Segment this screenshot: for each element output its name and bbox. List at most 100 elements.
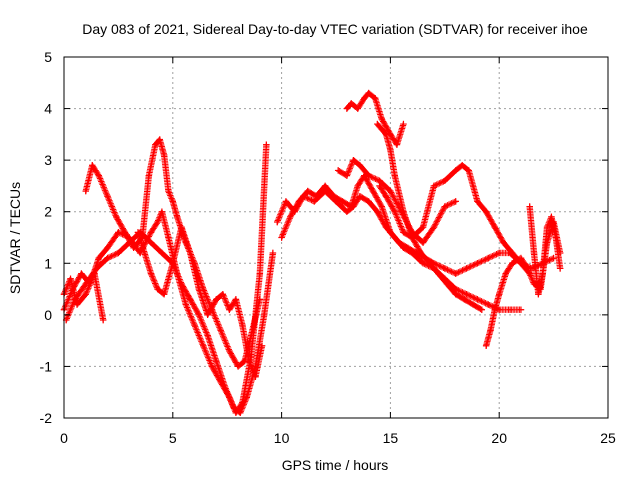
data-point: [391, 172, 398, 179]
data-point: [219, 291, 227, 298]
data-point: [67, 275, 74, 282]
data-point: [509, 249, 516, 257]
data-point: [91, 270, 98, 277]
data-point: [365, 89, 372, 97]
data-point: [354, 105, 361, 112]
data-point: [115, 229, 122, 236]
data-point: [82, 291, 89, 298]
data-point: [321, 182, 329, 190]
data-point: [178, 280, 185, 288]
data-point: [491, 223, 499, 231]
data-point: [73, 301, 81, 308]
data-point: [393, 141, 401, 148]
data-point: [350, 156, 357, 164]
data-point: [441, 177, 448, 184]
data-point: [526, 203, 533, 210]
data-point: [130, 244, 137, 252]
data-point: [376, 182, 383, 190]
series-track-d: [134, 223, 266, 380]
data-point: [369, 187, 377, 195]
data-point: [419, 223, 427, 231]
x-axis-title: GPS time / hours: [282, 457, 389, 473]
data-point: [361, 95, 368, 102]
data-point: [217, 327, 224, 334]
data-point: [387, 187, 394, 195]
data-point: [165, 234, 172, 241]
data-point: [417, 249, 425, 257]
data-point: [187, 249, 194, 257]
data-point: [524, 265, 531, 272]
y-tick-label: -1: [40, 358, 53, 374]
data-point: [221, 383, 229, 391]
data-point: [452, 198, 459, 205]
data-point: [213, 296, 220, 303]
data-point: [443, 280, 451, 288]
data-point: [152, 141, 159, 148]
data-point: [121, 229, 129, 236]
data-point: [200, 342, 207, 349]
data-point: [99, 316, 107, 324]
data-point: [169, 260, 176, 267]
data-point: [178, 223, 185, 231]
data-point: [371, 95, 379, 102]
data-point: [400, 229, 407, 236]
data-point: [339, 198, 346, 205]
data-point: [506, 306, 514, 313]
data-point: [234, 363, 242, 370]
series-track-f: [278, 172, 557, 277]
data-point: [378, 203, 385, 210]
data-point: [154, 285, 161, 293]
data-point: [530, 249, 538, 257]
y-tick-label: 3: [44, 152, 52, 168]
y-tick-label: 0: [44, 307, 52, 323]
data-point: [274, 218, 281, 226]
data-point: [395, 239, 403, 246]
data-point: [258, 342, 266, 349]
data-point: [256, 296, 264, 303]
data-point: [104, 254, 111, 262]
data-point: [141, 249, 148, 257]
series-track-j: [374, 120, 485, 313]
data-point: [195, 311, 203, 319]
data-point: [282, 198, 290, 205]
data-point: [517, 254, 525, 262]
data-point: [485, 254, 492, 262]
data-point: [95, 172, 103, 179]
data-point: [382, 131, 390, 138]
data-point: [487, 327, 494, 334]
chart-title: Day 083 of 2021, Sidereal Day-to-day VTE…: [82, 21, 588, 37]
data-point: [348, 203, 355, 210]
data-point: [156, 136, 163, 143]
data-point: [169, 198, 176, 205]
x-tick-label: 15: [383, 430, 399, 446]
data-point: [269, 249, 277, 257]
data-point: [89, 162, 96, 169]
data-point: [204, 311, 211, 319]
data-point: [419, 260, 427, 267]
data-point: [500, 239, 507, 246]
data-point: [232, 296, 240, 303]
data-point: [239, 321, 246, 329]
y-tick-label: -2: [40, 410, 53, 426]
data-point: [426, 260, 433, 267]
data-point: [230, 404, 237, 411]
data-point: [252, 373, 259, 380]
data-point: [191, 321, 198, 329]
data-point: [195, 285, 203, 293]
series-track-b: [62, 229, 277, 417]
data-point: [535, 291, 542, 298]
data-point: [441, 203, 448, 210]
data-point: [430, 223, 438, 231]
x-tick-label: 0: [60, 430, 68, 446]
data-point: [343, 208, 351, 215]
data-point: [304, 187, 311, 195]
data-point: [474, 296, 481, 303]
data-point: [543, 223, 551, 231]
data-point: [145, 172, 153, 179]
x-tick-label: 10: [274, 430, 290, 446]
data-point: [482, 208, 490, 215]
y-tick-label: 2: [44, 204, 52, 220]
data-point: [430, 182, 438, 190]
data-point: [435, 270, 442, 277]
